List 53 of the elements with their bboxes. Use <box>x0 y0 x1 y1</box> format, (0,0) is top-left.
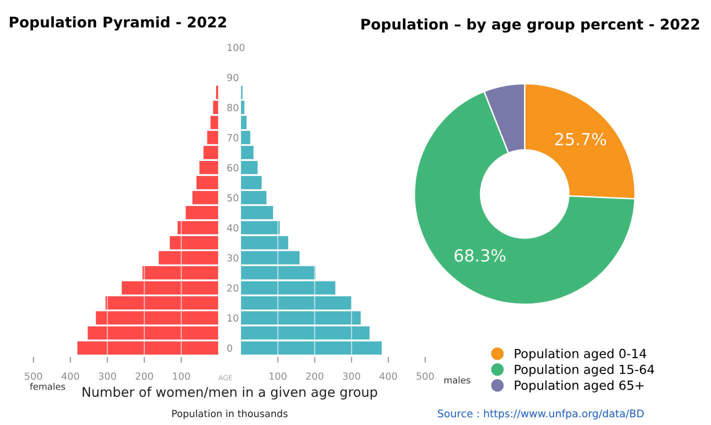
x-tick-label: 400 <box>62 372 80 380</box>
bar <box>241 176 262 190</box>
y-tick-label: 100 <box>228 44 245 52</box>
bar <box>241 160 258 174</box>
x-tick-label: 400 <box>380 372 397 380</box>
y-tick-label: 0 <box>227 344 232 352</box>
bar <box>241 191 266 204</box>
data-label: 25.7% <box>555 132 606 146</box>
text: females <box>30 382 66 390</box>
x-tick-label: 500 <box>416 372 434 380</box>
y-tick-label: 30 <box>227 254 238 262</box>
y-tick-label: 10 <box>228 314 238 322</box>
legend-label: Population aged 0-14 <box>514 348 646 361</box>
bar <box>241 130 250 144</box>
bar <box>88 326 218 340</box>
bar <box>241 311 361 325</box>
y-tick-label: 20 <box>227 284 238 292</box>
y-tick-label: 50 <box>227 194 238 202</box>
bar <box>207 130 218 144</box>
text: Population in thousands <box>172 410 288 420</box>
x-tick-label: 200 <box>136 372 153 380</box>
x-tick-label: 300 <box>342 372 360 380</box>
chart-title: Population – by age group percent - 2022 <box>361 18 700 33</box>
x-tick-label: 200 <box>306 372 324 380</box>
x-tick-label: 300 <box>98 372 116 380</box>
x-tick-label: 500 <box>24 372 42 380</box>
text: males <box>444 376 470 384</box>
bar <box>241 146 254 160</box>
y-tick-label: 60 <box>227 164 238 172</box>
bar <box>96 311 218 325</box>
bar <box>196 176 218 190</box>
x-tick-label: 100 <box>173 372 190 380</box>
bar <box>241 326 370 340</box>
bar <box>77 341 218 355</box>
bar <box>192 191 218 204</box>
legend-label: Population aged 15-64 <box>514 364 654 377</box>
y-tick-label: 80 <box>227 104 238 112</box>
bar <box>210 116 218 130</box>
x-axis-title: Number of women/men in a given age group <box>82 386 378 400</box>
bar <box>106 296 218 310</box>
source-note: Source : https://www.unfpa.org/data/BD <box>438 409 644 420</box>
x-tick-label: 100 <box>270 372 286 380</box>
bar <box>241 341 382 355</box>
bar <box>213 100 218 114</box>
bar <box>203 146 218 160</box>
legend-label: Population aged 65+ <box>514 380 644 392</box>
data-label: 68.3% <box>454 249 506 262</box>
bar <box>199 160 218 174</box>
y-tick-label: 70 <box>227 134 238 142</box>
bar <box>241 296 352 310</box>
y-tick-label: 40 <box>227 224 238 232</box>
y-tick-label: 90 <box>227 74 238 82</box>
chart-title: Population Pyramid - 2022 <box>10 16 226 30</box>
